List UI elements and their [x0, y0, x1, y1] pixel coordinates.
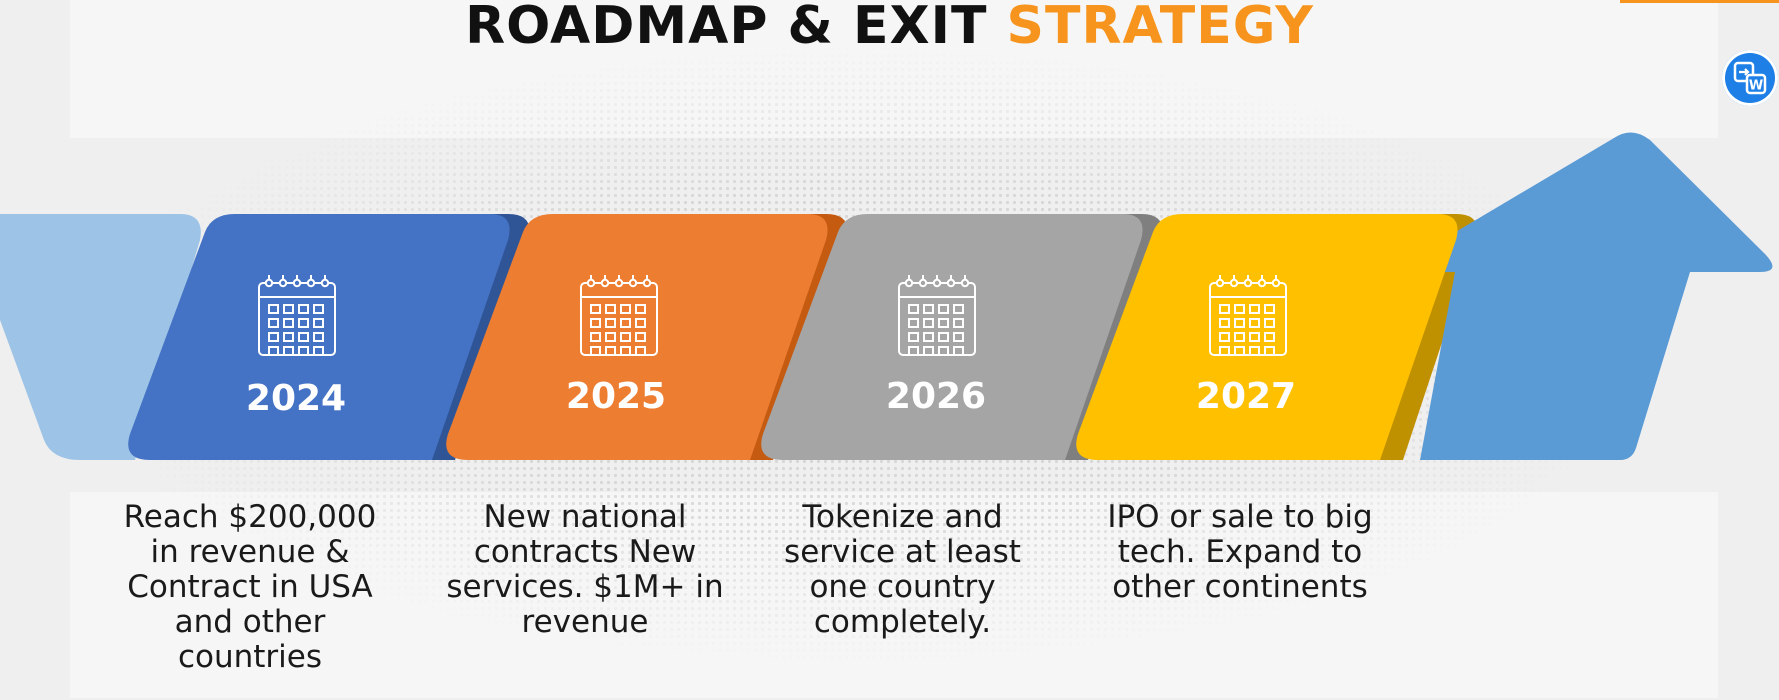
year-label-2026: 2026: [885, 376, 987, 417]
year-label-2027: 2027: [1195, 376, 1297, 417]
ribbon-segment-2024: [128, 214, 510, 460]
milestone-description-2025: New national contracts New services. $1M…: [446, 499, 724, 640]
page-title: ROADMAP & EXIT STRATEGY: [0, 0, 1779, 56]
milestone-description-2027: IPO or sale to big tech. Expand to other…: [1107, 499, 1373, 605]
year-label-2025: 2025: [565, 376, 667, 417]
calendar-icon: [898, 275, 976, 356]
translate-icon: W: [1733, 61, 1767, 95]
ribbon-segment-2027: [1076, 214, 1458, 460]
ribbon-segment-2026: [761, 214, 1143, 460]
milestone-description-2024: Reach $200,000 in revenue & Contract in …: [123, 499, 377, 675]
title-main: ROADMAP & EXIT: [465, 0, 1007, 56]
year-label-2024: 2024: [245, 378, 347, 419]
calendar-icon: [580, 275, 658, 356]
milestone-description-2026: Tokenize and service at least one countr…: [784, 499, 1021, 640]
calendar-icon: [258, 275, 336, 356]
corner-accent-line: [1620, 0, 1779, 3]
calendar-icon: [1209, 275, 1287, 356]
growth-arrow: [1398, 132, 1773, 460]
svg-text:W: W: [1749, 79, 1763, 94]
translate-badge[interactable]: W: [1722, 50, 1778, 106]
title-highlight: STRATEGY: [1006, 0, 1314, 56]
